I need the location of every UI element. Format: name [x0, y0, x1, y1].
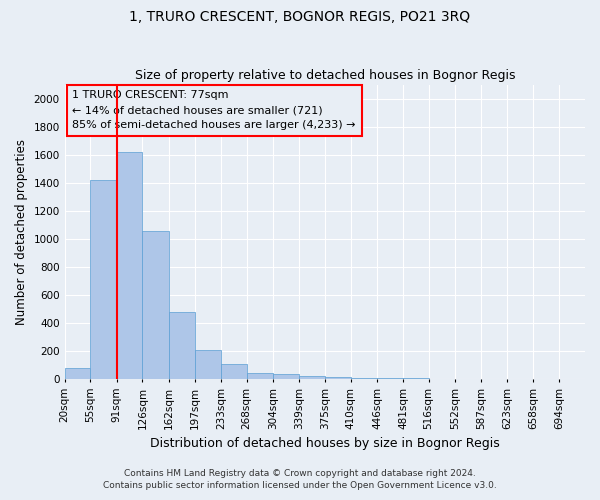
- Bar: [117, 152, 142, 379]
- Bar: [65, 368, 91, 379]
- X-axis label: Distribution of detached houses by size in Bognor Regis: Distribution of detached houses by size …: [150, 437, 500, 450]
- Title: Size of property relative to detached houses in Bognor Regis: Size of property relative to detached ho…: [134, 69, 515, 82]
- Bar: [273, 374, 299, 379]
- Bar: [377, 378, 403, 379]
- Bar: [299, 376, 325, 379]
- Bar: [351, 378, 377, 379]
- Text: 1, TRURO CRESCENT, BOGNOR REGIS, PO21 3RQ: 1, TRURO CRESCENT, BOGNOR REGIS, PO21 3R…: [130, 10, 470, 24]
- Bar: [169, 312, 194, 379]
- Bar: [91, 180, 117, 379]
- Bar: [194, 350, 221, 379]
- Bar: [221, 364, 247, 379]
- Bar: [142, 231, 169, 379]
- Bar: [325, 377, 351, 379]
- Bar: [247, 373, 273, 379]
- Y-axis label: Number of detached properties: Number of detached properties: [15, 138, 28, 324]
- Text: Contains HM Land Registry data © Crown copyright and database right 2024.
Contai: Contains HM Land Registry data © Crown c…: [103, 468, 497, 490]
- Text: 1 TRURO CRESCENT: 77sqm
← 14% of detached houses are smaller (721)
85% of semi-d: 1 TRURO CRESCENT: 77sqm ← 14% of detache…: [73, 90, 356, 130]
